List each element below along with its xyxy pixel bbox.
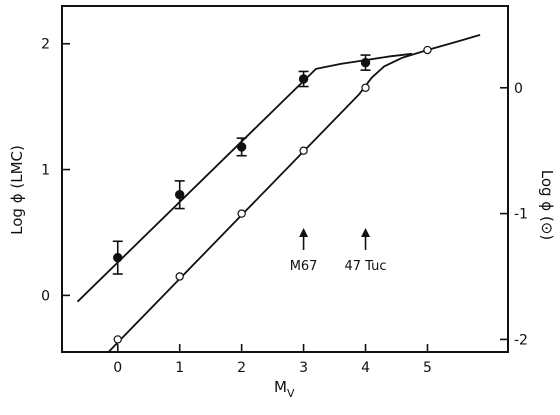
left-y-tick-label: 0 xyxy=(41,288,50,304)
x-axis-title-main: M xyxy=(274,378,287,396)
x-axis-title: MV xyxy=(274,378,295,400)
x-tick-label: 3 xyxy=(299,360,308,376)
lmc-point xyxy=(174,190,185,200)
x-axis-title-sub: V xyxy=(287,387,295,400)
annotations: M67 47 Tuc xyxy=(290,228,387,274)
solar-point xyxy=(423,45,432,55)
lmc-point xyxy=(113,252,123,263)
lmc-point xyxy=(298,74,309,84)
x-tick-label: 5 xyxy=(423,360,432,376)
annotation-label: 47 Tuc xyxy=(345,259,387,274)
annotation-arrow-head xyxy=(299,228,309,237)
lmc-curve xyxy=(76,52,413,303)
lmc-point xyxy=(236,142,247,152)
ticks: 0 1 2 3 4 5 0 1 2 -2 -1 0 xyxy=(41,37,528,376)
right-axis-title: Log ϕ (⊙) xyxy=(538,170,556,241)
curves xyxy=(76,34,481,353)
right-y-tick-label: -2 xyxy=(514,332,528,348)
x-tick-label: 0 xyxy=(113,360,122,376)
lmc-point xyxy=(360,57,371,68)
left-y-tick-label: 2 xyxy=(41,37,50,53)
points xyxy=(112,45,432,344)
x-tick-label: 4 xyxy=(361,360,370,376)
solar-point xyxy=(113,335,122,344)
solar-curve xyxy=(107,34,481,353)
right-y-tick-label: -1 xyxy=(514,207,528,223)
solar-point xyxy=(361,83,370,92)
right-y-tick-label: 0 xyxy=(514,81,523,97)
solar-point xyxy=(299,146,308,155)
solar-point xyxy=(175,272,184,281)
annotation-label: M67 xyxy=(290,259,318,274)
plot-frame xyxy=(61,5,509,353)
x-tick-label: 1 xyxy=(175,360,184,376)
solar-point xyxy=(237,209,246,218)
x-tick-label: 2 xyxy=(237,360,246,376)
left-y-tick-label: 1 xyxy=(41,163,50,179)
annotation-arrow-head xyxy=(361,228,371,237)
left-axis-title: Log ϕ (LMC) xyxy=(8,145,26,235)
